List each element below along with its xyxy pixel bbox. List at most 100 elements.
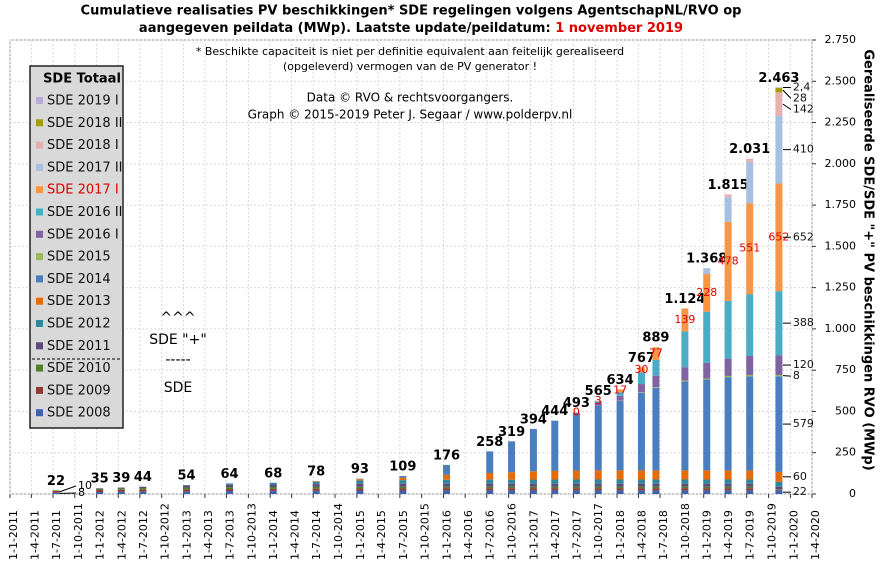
bar-segment: [508, 484, 515, 487]
bar-segment: [681, 488, 688, 490]
bar-segment: [443, 465, 450, 475]
x-tick-label: 1-10-2016: [506, 503, 519, 560]
bar-segment: [746, 294, 753, 356]
bar-segment: [638, 488, 645, 490]
bar-segment: [226, 485, 233, 487]
x-tick-label: 1-10-2015: [419, 503, 432, 560]
bar-segment: [725, 197, 732, 222]
bar-segment: [652, 388, 659, 471]
bar-segment: [551, 490, 558, 494]
y-tick-label: 1.750: [825, 198, 857, 211]
y-tick-label: 1.000: [825, 322, 857, 335]
bar-segment: [508, 487, 515, 489]
bar-segment: [652, 487, 659, 489]
bar-segment: [617, 488, 624, 490]
bar-segment: [775, 291, 782, 355]
bar-segment: [703, 379, 710, 380]
bar-segment: [226, 487, 233, 489]
bar-segment: [270, 487, 277, 489]
bar-segment: [226, 489, 233, 491]
bar-segment: [486, 480, 493, 484]
bar-segment: [775, 472, 782, 482]
legend-label: SDE 2012: [47, 317, 111, 332]
bar-segment: [725, 479, 732, 483]
bar-segment: [638, 384, 645, 392]
legend-swatch: [36, 320, 43, 327]
bar-segment: [746, 159, 753, 162]
bar-segment: [681, 490, 688, 494]
bar-segment: [443, 475, 450, 480]
bar-segment: [313, 484, 320, 487]
x-tick-label: 1-7-2011: [50, 510, 63, 560]
credits: Graph © 2015-2019 Peter J. Segaar / www.…: [248, 108, 573, 122]
bar-segment: [313, 487, 320, 489]
y-tick-label: 250: [835, 446, 856, 459]
bar-segment: [725, 470, 732, 479]
bar-segment: [617, 479, 624, 483]
bar-segment: [595, 488, 602, 490]
bar-segment: [443, 484, 450, 487]
bar-segment: [746, 487, 753, 489]
x-tick-label: 1-1-2014: [267, 510, 280, 560]
bar-segment: [746, 162, 753, 203]
footnote: (opgeleverd) vermogen van de PV generato…: [283, 60, 537, 73]
legend-swatch: [36, 342, 43, 349]
footnote: * Beschikte capaciteit is niet per defin…: [196, 45, 624, 58]
x-tick-label: 1-7-2019: [744, 510, 757, 560]
total-label: 78: [307, 465, 325, 480]
bar-segment: [703, 268, 710, 274]
bar-segment: [508, 480, 515, 484]
legend-label: SDE 2016 II: [47, 205, 123, 220]
x-tick-label: 1-1-2016: [441, 510, 454, 560]
x-tick-label: 1-7-2017: [570, 510, 583, 560]
bar-segment: [638, 470, 645, 479]
bar-segment: [617, 470, 624, 479]
bar-segment: [725, 484, 732, 487]
x-tick-label: 1-10-2017: [592, 503, 605, 560]
bar-segment: [746, 470, 753, 479]
bar-segment: [96, 489, 103, 490]
bar-segment: [573, 484, 580, 487]
bar-segment: [725, 194, 732, 197]
bar-segment: [399, 489, 406, 491]
x-tick-label: 1-1-2013: [181, 510, 194, 560]
bar-segment: [52, 491, 59, 493]
bar-segment: [356, 491, 363, 494]
bar-segment: [399, 478, 406, 480]
y-tick-label: 1.500: [825, 239, 857, 252]
bar-segment: [530, 487, 537, 489]
legend-swatch: [36, 409, 43, 416]
bar-segment: [270, 491, 277, 494]
bar-segment: [270, 484, 277, 487]
bar-segment: [681, 367, 688, 380]
bar-segment: [725, 377, 732, 470]
bar-segment: [270, 483, 277, 485]
bar-segment: [530, 488, 537, 490]
y-tick-label: 2.500: [825, 74, 857, 87]
legend-swatch: [36, 365, 43, 372]
total-label: 44: [134, 470, 152, 485]
bar-segment: [652, 360, 659, 376]
bar-segment: [356, 487, 363, 489]
bar-segment: [486, 484, 493, 487]
credits: Data © RVO & rechtsvoorgangers.: [307, 91, 514, 105]
bar-segment: [356, 489, 363, 491]
total-label: 634: [607, 373, 634, 388]
legend-label: SDE 2015: [47, 250, 111, 265]
x-tick-label: 1-1-2017: [527, 510, 540, 560]
x-tick-label: 1-4-2019: [722, 510, 735, 560]
bar-segment: [638, 479, 645, 483]
bar-segment: [139, 487, 146, 488]
end-label: 410: [793, 143, 814, 156]
total-label: 39: [112, 471, 130, 486]
bar-segment: [775, 490, 782, 494]
bar-segment: [652, 376, 659, 388]
bar-segment: [775, 88, 782, 93]
x-tick-label: 1-10-2014: [332, 503, 345, 560]
x-tick-label: 1-7-2018: [657, 510, 670, 560]
x-tick-label: 1-1-2011: [7, 510, 20, 560]
bar-segment: [652, 387, 659, 388]
bar-segment: [703, 488, 710, 490]
bar-segment: [118, 490, 125, 492]
